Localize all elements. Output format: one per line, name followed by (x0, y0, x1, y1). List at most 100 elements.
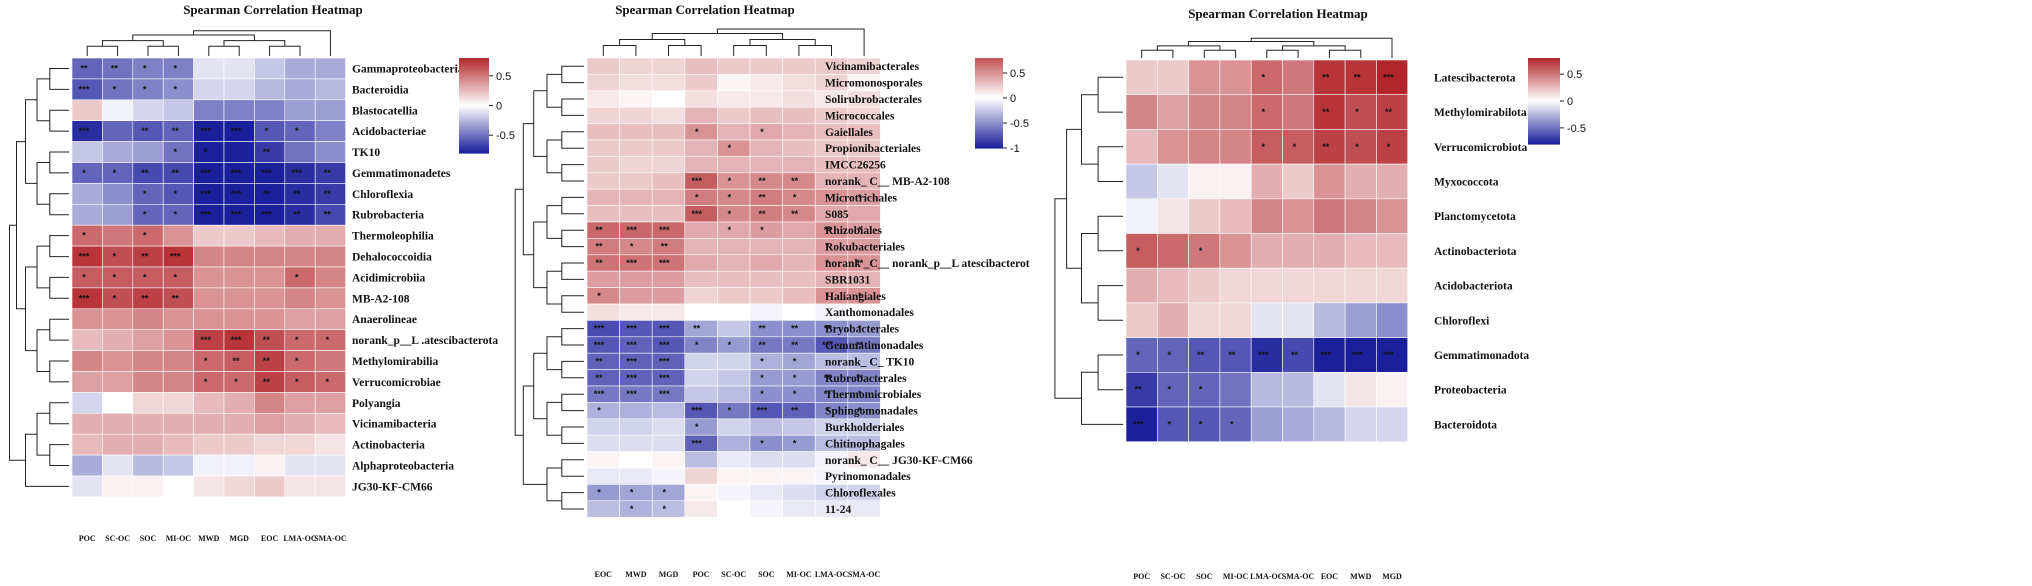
row-dendrogram-branch (36, 162, 50, 205)
row-label: Methylomirabilia (352, 356, 438, 368)
heatmap-cell (284, 287, 316, 310)
heatmap-cell (1125, 59, 1158, 96)
heatmap-cell (284, 308, 316, 330)
significance-mark: ** (1228, 350, 1236, 360)
heatmap-cell (782, 434, 816, 452)
colorbar-segment (459, 77, 489, 80)
heatmap-cell (651, 74, 686, 92)
heatmap-cell (717, 418, 751, 436)
heatmap-cell (1250, 198, 1283, 234)
significance-mark: *** (79, 126, 90, 136)
colorbar-segment (975, 139, 1003, 142)
significance-mark: ** (791, 209, 799, 219)
significance-mark: * (825, 291, 829, 301)
heatmap-cell (782, 402, 816, 420)
heatmap-cell (619, 484, 653, 502)
heatmap-cell (1250, 337, 1283, 373)
row-dendrogram-branch (1097, 146, 1123, 182)
heatmap-cell (586, 434, 620, 452)
heatmap-cell (782, 156, 816, 174)
colorbar-segment (459, 105, 489, 109)
significance-mark: *** (1321, 350, 1332, 360)
colorbar-tick-label: 0 (1567, 96, 1573, 108)
significance-mark: * (695, 192, 699, 202)
heatmap-cell (284, 141, 316, 163)
colorbar-segment (975, 136, 1003, 140)
heatmap-cell (193, 57, 225, 80)
heatmap-cell (193, 475, 225, 498)
row-dendrogram-branch (561, 492, 584, 510)
significance-mark: * (760, 389, 764, 399)
significance-mark: * (597, 406, 601, 416)
significance-mark: * (295, 377, 299, 387)
colorbar-segment (1528, 92, 1560, 96)
row-dendrogram-branch (25, 99, 37, 184)
significance-mark: ** (856, 340, 864, 350)
heatmap-cell (102, 78, 134, 101)
colorbar-segment (975, 69, 1003, 73)
heatmap-cell (284, 57, 316, 80)
heatmap-cell (1219, 302, 1252, 338)
heatmap-cell (684, 90, 718, 108)
heatmap-cell (684, 352, 718, 370)
heatmap-cell (1376, 371, 1408, 408)
row-label: Thermoleophilia (352, 231, 434, 243)
significance-mark: * (1293, 142, 1297, 152)
row-label: Bacteroidota (1434, 419, 1497, 431)
colorbar-segment (1528, 122, 1560, 126)
row-dendrogram-branch (49, 193, 69, 216)
heatmap-cell (749, 287, 783, 305)
significance-mark: *** (231, 210, 242, 220)
colorbar-segment (459, 138, 489, 142)
heatmap-cell (102, 204, 134, 226)
row-dendrogram-branch (561, 262, 584, 280)
colorbar-tick-label: -0.5 (1567, 123, 1586, 135)
heatmap-cell (132, 371, 164, 393)
heatmap-cell (619, 172, 653, 190)
colorbar-tick-label: 0 (1010, 93, 1016, 105)
heatmap-cell (717, 188, 751, 206)
row-label: Bacteroidia (352, 84, 409, 96)
row-dendrogram-branch (546, 139, 562, 174)
row-label: Chloroflexales (825, 488, 896, 500)
heatmap-cell (1188, 198, 1221, 234)
row-label: Myxococcota (1434, 177, 1499, 189)
column-dendrogram-branch (619, 39, 686, 46)
row-label: Chloroflexi (1434, 315, 1490, 327)
colorbar-segment (459, 58, 489, 61)
heatmap-cell (71, 454, 103, 477)
heatmap-cell (102, 183, 134, 205)
heatmap-cell (749, 451, 783, 469)
colorbar-segment (459, 134, 489, 137)
heatmap-cell (717, 352, 751, 370)
significance-mark: ** (1291, 350, 1299, 360)
column-label: POC (1133, 572, 1150, 581)
colorbar-segment (1528, 70, 1560, 74)
heatmap-cell (71, 371, 103, 393)
heatmap-cell (717, 434, 751, 452)
colorbar-segment (975, 60, 1003, 64)
significance-mark: * (1168, 419, 1172, 429)
heatmap-cell (1188, 129, 1221, 165)
row-label: Solirubrobacterales (825, 94, 922, 106)
colorbar-segment (975, 145, 1003, 149)
heatmap-cell (749, 188, 783, 206)
heatmap-cell (782, 74, 816, 92)
heatmap-cell (284, 120, 316, 142)
heatmap-cell (717, 238, 751, 256)
column-dendrogram-branch (1266, 49, 1299, 58)
heatmap-cell (314, 475, 346, 498)
significance-mark: * (143, 231, 147, 241)
heatmap-cell (102, 371, 134, 393)
heatmap-cell (782, 254, 816, 272)
colorbar-segment (1528, 98, 1560, 102)
row-label: norank_p__L .atescibacterota (352, 335, 498, 347)
heatmap-2: Spearman Correlation Heatmap * ***** * ** **… (514, 2, 1030, 579)
heatmap-cell (1313, 198, 1346, 234)
colorbar-segment (459, 148, 489, 152)
heatmap-cell (71, 183, 103, 205)
row-label: norank _C__ norank_p__L atescibacterota (825, 258, 1030, 270)
heatmap-cell (684, 418, 718, 436)
significance-mark: *** (261, 210, 272, 220)
heatmap-cell (132, 57, 164, 80)
